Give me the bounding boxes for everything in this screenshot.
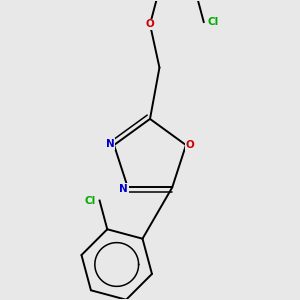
Text: N: N bbox=[119, 184, 128, 194]
Text: O: O bbox=[186, 140, 194, 150]
Text: Cl: Cl bbox=[208, 17, 219, 27]
Text: O: O bbox=[146, 20, 154, 29]
Text: N: N bbox=[106, 139, 114, 149]
Text: Cl: Cl bbox=[85, 196, 96, 206]
